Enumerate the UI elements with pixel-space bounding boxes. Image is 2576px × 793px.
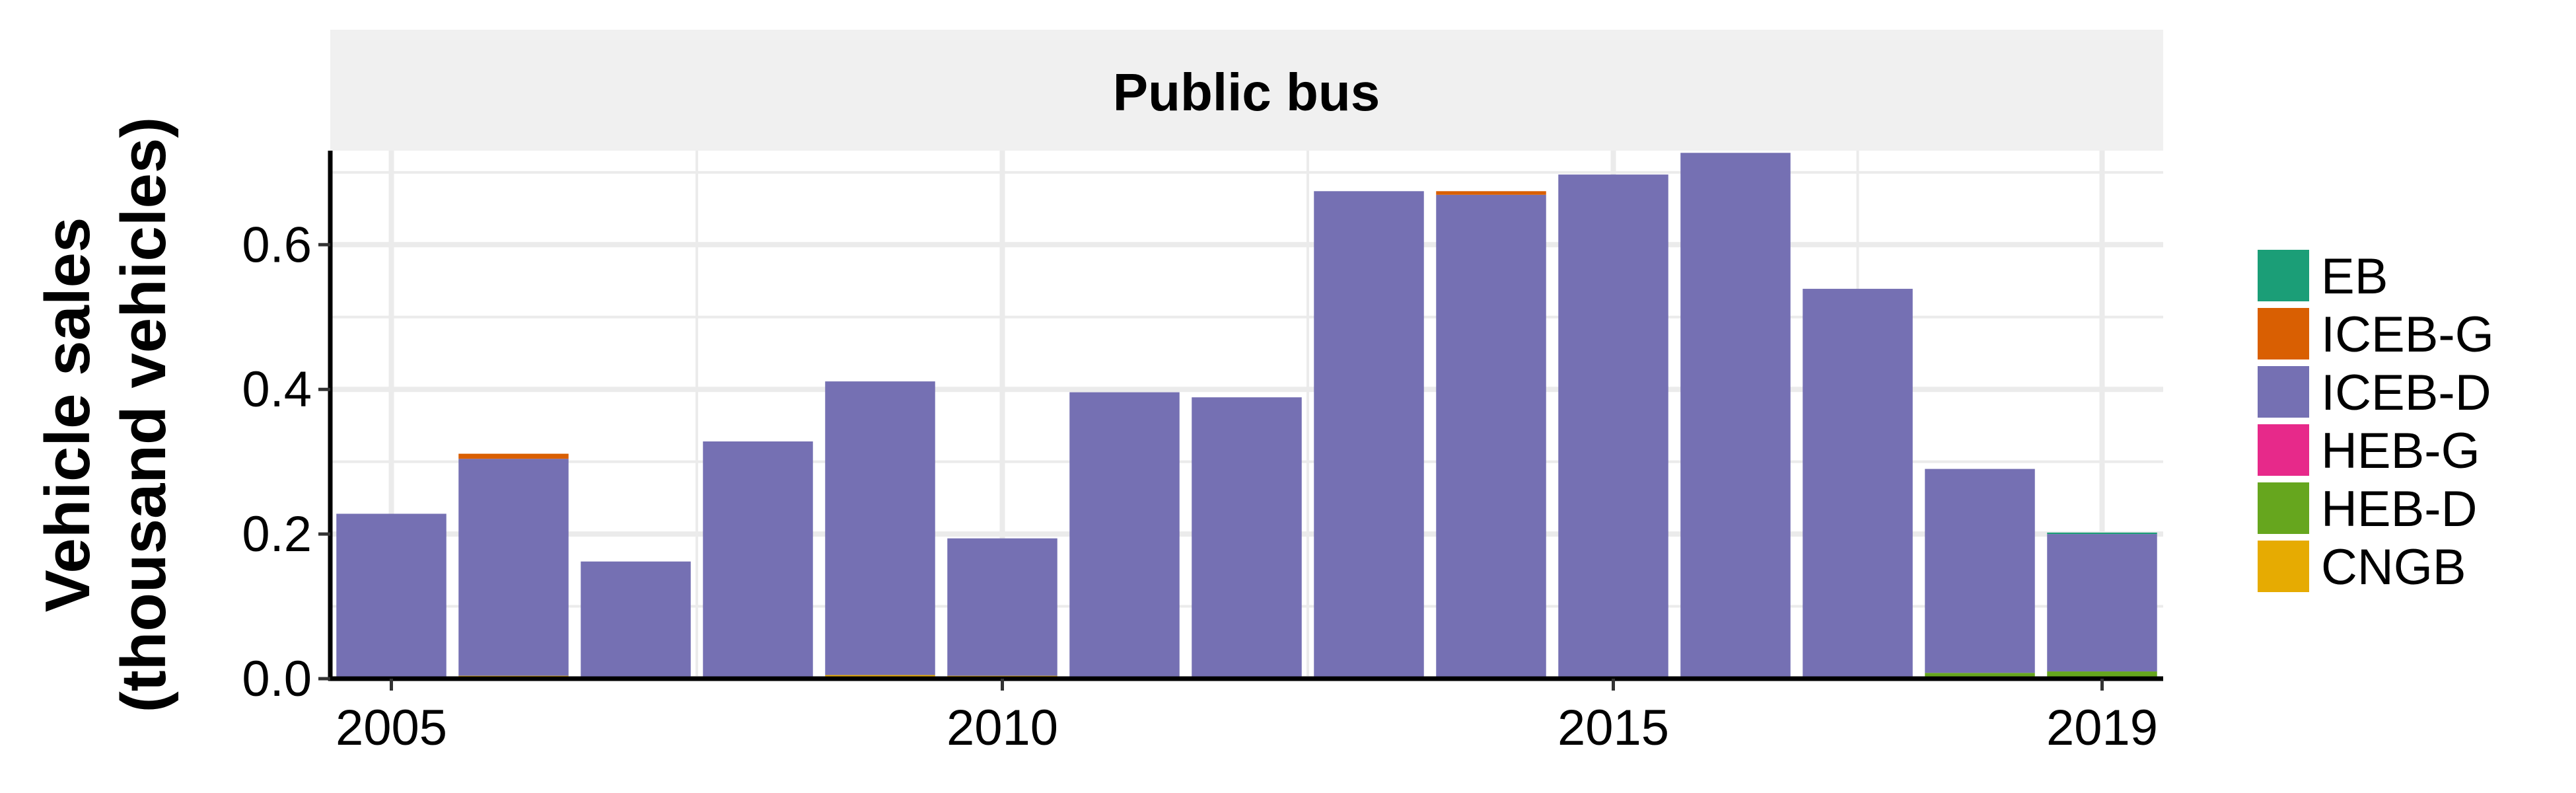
bar-segment-eb-2019 — [2047, 532, 2157, 535]
legend-swatch-cngb — [2258, 541, 2309, 592]
y-ticks: 0.0 0.2 0.4 0.6 — [242, 217, 330, 707]
bar-segment-iceb-d-2008 — [703, 441, 813, 679]
y-axis-title: Vehicle sales (thousand vehicles) — [32, 117, 179, 713]
y-tick-label: 0.6 — [242, 217, 312, 273]
y-axis-title-line: Vehicle sales — [32, 217, 103, 613]
bar-segment-iceb-d-2016 — [1680, 153, 1791, 677]
legend-label: HEB-D — [2321, 481, 2477, 537]
legend-label: ICEB-D — [2321, 365, 2491, 421]
x-tick-label: 2005 — [336, 700, 447, 756]
bar-segment-iceb-d-2014 — [1436, 194, 1546, 679]
bar-segment-iceb-d-2015 — [1558, 174, 1668, 679]
y-axis-title-line: (thousand vehicles) — [108, 117, 179, 713]
bar-segment-iceb-d-2017 — [1803, 289, 1913, 679]
bar-segment-iceb-d-2007 — [581, 561, 691, 679]
legend-swatch-heb-d — [2258, 482, 2309, 534]
panel-strip-background — [330, 30, 2163, 151]
bar-segment-iceb-d-2005 — [336, 513, 447, 679]
x-ticks: 2005 2010 2015 2019 — [336, 679, 2158, 756]
legend-label: ICEB-G — [2321, 307, 2494, 363]
legend-label: HEB-G — [2321, 423, 2480, 479]
legend-swatch-eb — [2258, 250, 2309, 301]
bar-segment-iceb-g-2014 — [1436, 191, 1546, 195]
bar-segment-iceb-d-2006 — [458, 459, 569, 676]
bar-segment-heb-d-2018 — [1925, 673, 2035, 679]
panel-title: Public bus — [1113, 63, 1380, 122]
x-tick-label: 2015 — [1557, 700, 1669, 756]
bar-segment-heb-d-2019 — [2047, 671, 2157, 679]
x-tick-label: 2010 — [947, 700, 1058, 756]
y-tick-label: 0.2 — [242, 506, 312, 562]
legend-label: CNGB — [2321, 539, 2466, 595]
bar-segment-iceb-d-2010 — [947, 538, 1057, 676]
bar-segment-iceb-d-2018 — [1925, 469, 2035, 673]
bar-segment-iceb-d-2009 — [825, 381, 935, 675]
bar-segments — [336, 153, 2157, 679]
axes — [328, 151, 2163, 681]
panel-strip: Public bus — [330, 30, 2163, 151]
legend-label: EB — [2321, 248, 2388, 305]
bar-segment-iceb-d-2011 — [1069, 392, 1180, 679]
y-tick-label: 0.4 — [242, 361, 312, 418]
bar-segment-iceb-d-2019 — [2047, 534, 2157, 672]
legend-swatch-heb-g — [2258, 424, 2309, 476]
legend-swatch-iceb-d — [2258, 366, 2309, 418]
bar-segment-iceb-g-2006 — [458, 453, 569, 459]
bar-segment-iceb-d-2013 — [1314, 191, 1424, 679]
x-tick-label: 2019 — [2046, 700, 2158, 756]
legend-swatch-iceb-g — [2258, 308, 2309, 359]
y-tick-label: 0.0 — [242, 651, 312, 707]
bar-segment-iceb-d-2012 — [1192, 397, 1302, 679]
